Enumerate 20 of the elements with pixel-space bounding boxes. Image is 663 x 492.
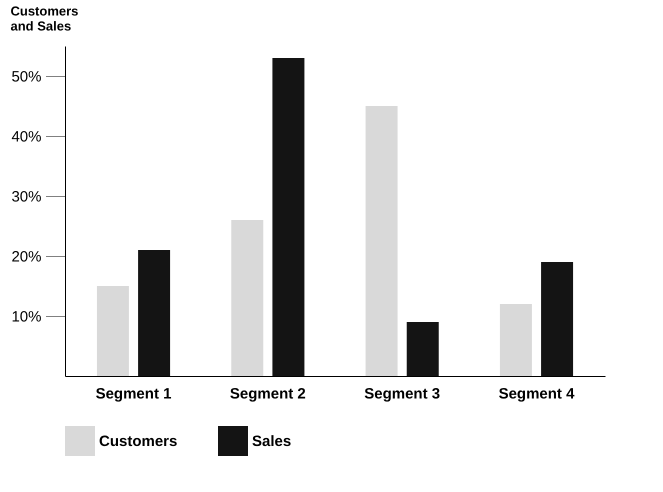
x-tick-label: Segment 2 [230,386,306,402]
y-tick-label: 50% [11,68,42,86]
legend-label: Sales [252,433,292,450]
bar [541,262,574,376]
y-tick-label: 20% [11,248,42,266]
y-axis-title: Customers and Sales [10,4,78,34]
bar [272,58,304,376]
bar [231,220,264,376]
bar [138,250,170,376]
bar [406,322,439,376]
x-tick-label: Segment 4 [498,386,576,402]
y-tick-label: 30% [11,188,42,206]
legend-label: Customers [99,433,178,450]
bar [96,286,129,376]
x-tick-label: Segment 1 [96,386,172,402]
y-tick-label: 40% [11,128,42,146]
bar [500,304,532,376]
x-tick-label: Segment 3 [364,386,440,402]
y-tick-label: 10% [11,308,42,326]
bar [366,106,398,376]
